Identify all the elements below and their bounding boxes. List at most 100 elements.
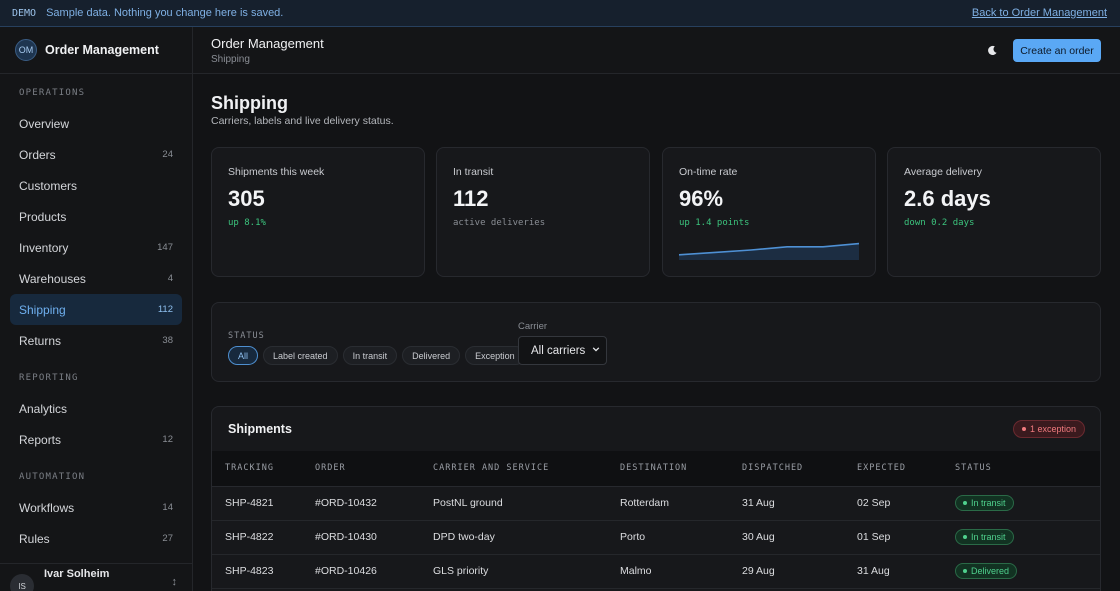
- sidebar-item-count: 24: [162, 149, 173, 160]
- carrier-select-value: All carriers: [531, 344, 586, 357]
- sidebar-item-label: Products: [19, 209, 67, 224]
- cell-tracking: SHP-4822: [212, 520, 315, 555]
- cell-status: In transit: [955, 520, 1100, 555]
- status-pill: Delivered: [955, 563, 1018, 579]
- table-body: SHP-4821 #ORD-10432 PostNL ground Rotterdam…: [212, 486, 1100, 589]
- sidebar-item-returns[interactable]: Returns 38: [10, 325, 182, 356]
- stat-label: In transit: [453, 166, 494, 178]
- shipments-card: Shipments 1 exception TRACKING ORDER CARRI…: [211, 406, 1101, 591]
- demo-banner: DEMO Sample data. Nothing you change her…: [0, 0, 1120, 27]
- sidebar-item-reports[interactable]: Reports 12: [10, 424, 182, 455]
- topbar: Order Management Shipping Create an orde…: [193, 27, 1120, 74]
- status-chip-in-transit[interactable]: In transit: [342, 346, 398, 365]
- back-link[interactable]: Back to Order Management: [971, 7, 1107, 19]
- sidebar-item-shipping[interactable]: Shipping 112: [10, 294, 182, 325]
- cell-destination: Porto: [620, 520, 742, 555]
- status-chips: All Label created In transit Delivered Excep…: [228, 346, 525, 365]
- table-header-row: TRACKING ORDER CARRIER AND SERVICE DESTINAT…: [212, 451, 1100, 487]
- status-pill-label: Delivered: [971, 566, 1010, 576]
- shipments-table: TRACKING ORDER CARRIER AND SERVICE DESTINAT…: [212, 451, 1100, 589]
- cell-carrier: GLS priority: [433, 554, 620, 589]
- brand-name: Order Management: [45, 43, 159, 57]
- sidebar-item-label: Shipping: [19, 302, 66, 317]
- column-header-tracking[interactable]: TRACKING: [212, 451, 315, 487]
- sidebar-item-analytics[interactable]: Analytics: [10, 393, 182, 424]
- stat-label: Shipments this week: [228, 166, 325, 178]
- column-header-dispatched[interactable]: DISPATCHED: [742, 451, 857, 487]
- cell-carrier: DPD two-day: [433, 520, 620, 555]
- nav-section-label: REPORTING: [19, 373, 79, 383]
- status-chip-delivered[interactable]: Delivered: [402, 346, 461, 365]
- cell-status: Delivered: [955, 554, 1100, 589]
- create-order-button[interactable]: Create an order: [1013, 39, 1101, 62]
- exception-badge-label: 1 exception: [1029, 424, 1076, 434]
- sparkline-area: [679, 243, 859, 260]
- stat-value: 112: [453, 186, 489, 211]
- user-profile[interactable]: IS Ivar Solheim ↕: [0, 563, 192, 591]
- stat-note: up 1.4 points: [679, 218, 750, 228]
- sidebar-item-overview[interactable]: Overview: [10, 108, 182, 139]
- sidebar-item-count: 12: [162, 434, 173, 445]
- sidebar-item-label: Reports: [19, 432, 62, 447]
- table-row[interactable]: SHP-4823 #ORD-10426 GLS priority Malmo 29 Au…: [212, 554, 1100, 589]
- sidebar-item-label: Overview: [19, 116, 70, 131]
- cell-destination: Rotterdam: [620, 486, 742, 521]
- sparkline-line: [679, 242, 859, 256]
- sidebar: OM Order Management OPERATIONS Overview Or…: [0, 27, 193, 591]
- stat-value: 305: [228, 186, 265, 211]
- stat-card-shipments-this-week: Shipments this week 305 up 8.1%: [211, 147, 425, 277]
- stat-card-on-time-rate: On-time rate 96% up 1.4 points: [662, 147, 876, 277]
- sidebar-item-products[interactable]: Products: [10, 201, 182, 232]
- exception-badge[interactable]: 1 exception: [1012, 420, 1085, 438]
- carrier-select[interactable]: All carriers: [518, 336, 607, 365]
- table-row[interactable]: SHP-4822 #ORD-10430 DPD two-day Porto 30 Aug…: [212, 520, 1100, 555]
- carrier-filter-label: Carrier: [518, 321, 548, 332]
- sidebar-item-rules[interactable]: Rules 27: [10, 523, 182, 554]
- filters-panel: STATUS All Label created In transit Deliver…: [211, 302, 1101, 382]
- cell-dispatched: 31 Aug: [742, 486, 857, 521]
- table-row[interactable]: SHP-4821 #ORD-10432 PostNL ground Rotterdam…: [212, 486, 1100, 521]
- sidebar-item-warehouses[interactable]: Warehouses 4: [10, 263, 182, 294]
- page-title: Shipping: [211, 93, 288, 113]
- nav-sections: OPERATIONS Overview Orders 24 Customers Produ…: [0, 74, 192, 585]
- status-pill-label: In transit: [971, 498, 1006, 508]
- cell-status: In transit: [955, 486, 1100, 521]
- cell-order: #ORD-10426: [315, 554, 433, 589]
- column-header-destination[interactable]: DESTINATION: [620, 451, 742, 487]
- sidebar-item-inventory[interactable]: Inventory 147: [10, 232, 182, 263]
- status-chip-label-created[interactable]: Label created: [263, 346, 338, 365]
- sidebar-item-customers[interactable]: Customers: [10, 170, 182, 201]
- user-menu-icon[interactable]: ↕: [171, 576, 178, 588]
- demo-tag: DEMO: [12, 7, 37, 19]
- cell-expected: 31 Aug: [857, 554, 955, 589]
- cell-destination: Malmo: [620, 554, 742, 589]
- exception-dot-icon: [1021, 427, 1026, 431]
- sidebar-item-workflows[interactable]: Workflows 14: [10, 492, 182, 523]
- stat-label: Average delivery: [904, 166, 983, 178]
- sidebar-item-count: 112: [157, 304, 173, 315]
- user-name: Ivar Solheim: [44, 568, 110, 580]
- status-pill: In transit: [955, 529, 1014, 545]
- sidebar-item-label: Orders: [19, 147, 56, 162]
- status-chip-all[interactable]: All: [228, 346, 259, 365]
- breadcrumb: Shipping: [211, 54, 250, 65]
- status-chip-exception[interactable]: Exception: [465, 346, 525, 365]
- column-header-status[interactable]: STATUS: [955, 451, 1100, 487]
- sidebar-item-count: 147: [157, 242, 173, 253]
- moon-icon[interactable]: [983, 41, 1001, 59]
- status-dot-icon: [963, 535, 967, 539]
- brand[interactable]: OM Order Management: [0, 27, 192, 74]
- cell-dispatched: 29 Aug: [742, 554, 857, 589]
- column-header-order[interactable]: ORDER: [315, 451, 433, 487]
- column-header-carrier-and-service[interactable]: CARRIER AND SERVICE: [433, 451, 620, 487]
- sidebar-item-orders[interactable]: Orders 24: [10, 139, 182, 170]
- chevron-down-icon: [592, 345, 600, 355]
- status-dot-icon: [963, 501, 967, 505]
- nav-section-label: OPERATIONS: [19, 88, 86, 98]
- stat-note: down 0.2 days: [904, 218, 975, 228]
- stat-note: up 8.1%: [228, 218, 266, 228]
- column-header-expected[interactable]: EXPECTED: [857, 451, 955, 487]
- cell-expected: 02 Sep: [857, 486, 955, 521]
- brand-logo: OM: [15, 39, 37, 61]
- status-pill: In transit: [955, 495, 1014, 511]
